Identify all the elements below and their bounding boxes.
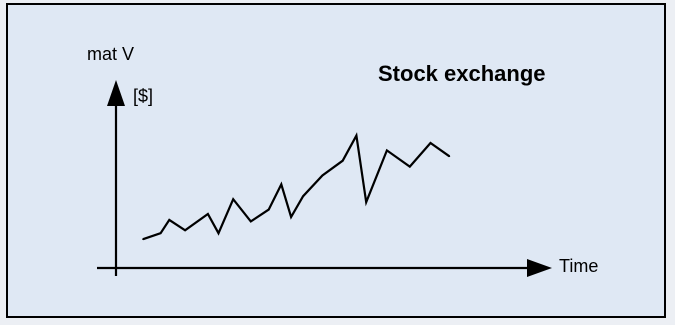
data-point — [355, 134, 358, 137]
data-point — [448, 155, 451, 158]
data-point — [290, 216, 292, 218]
data-point — [184, 229, 186, 232]
data-point — [280, 183, 283, 186]
data-point — [409, 165, 411, 168]
data-point — [341, 159, 344, 162]
y-axis-label-line2: [$] — [133, 86, 153, 106]
x-axis-arrowhead — [527, 259, 552, 277]
chart-title: Stock exchange — [378, 61, 546, 86]
data-point — [386, 149, 388, 152]
x-axis-label: Time — [559, 256, 598, 276]
y-axis-label-line1: mat V — [87, 44, 134, 64]
data-point — [250, 220, 252, 223]
data-point — [302, 195, 304, 197]
stock-price-line — [142, 132, 451, 241]
data-point — [217, 232, 220, 234]
data-point — [365, 201, 368, 203]
y-axis-arrowhead — [107, 80, 125, 106]
data-point — [159, 232, 162, 234]
data-point — [232, 198, 234, 200]
data-point — [142, 238, 144, 240]
data-point — [321, 174, 324, 177]
data-point — [207, 213, 209, 215]
data-point — [267, 208, 270, 211]
data-point — [429, 142, 432, 144]
data-points — [142, 134, 451, 240]
data-point — [168, 219, 171, 221]
